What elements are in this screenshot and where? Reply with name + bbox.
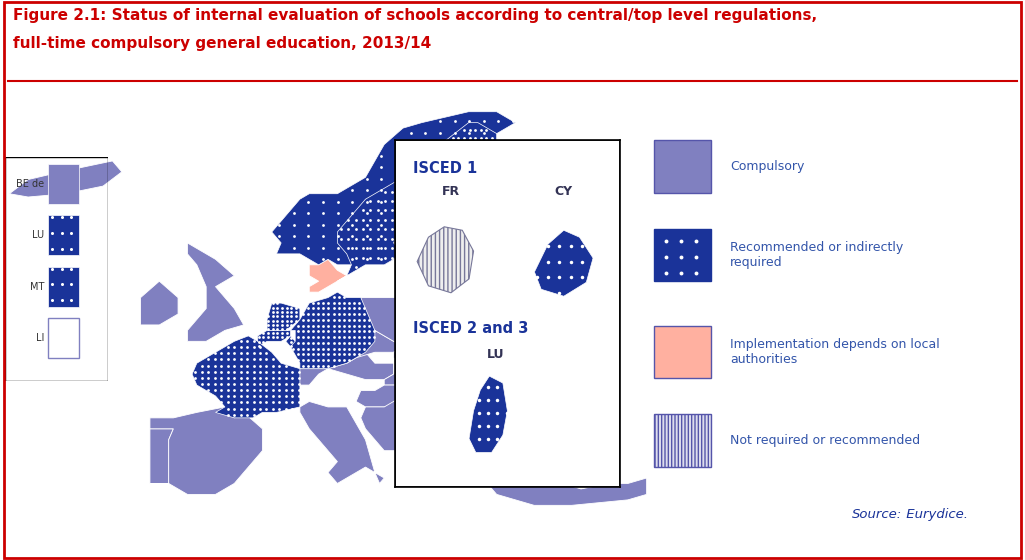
Bar	[48, 267, 79, 307]
Text: Eurydice.: Eurydice.	[902, 508, 968, 521]
Bar	[48, 164, 79, 204]
Polygon shape	[421, 276, 487, 297]
Polygon shape	[441, 319, 590, 407]
Polygon shape	[192, 336, 300, 418]
Text: ISCED 1: ISCED 1	[413, 161, 477, 176]
Text: full-time compulsory general education, 2013/14: full-time compulsory general education, …	[13, 36, 432, 52]
Text: FR: FR	[442, 185, 460, 198]
Polygon shape	[432, 255, 497, 276]
Text: CY: CY	[555, 185, 573, 198]
Bar	[654, 140, 711, 193]
Bar	[48, 215, 79, 255]
Polygon shape	[441, 243, 497, 259]
Polygon shape	[310, 259, 346, 292]
Polygon shape	[268, 303, 300, 330]
Polygon shape	[9, 161, 122, 197]
Polygon shape	[290, 292, 375, 368]
Polygon shape	[356, 385, 403, 407]
Polygon shape	[257, 330, 290, 347]
Polygon shape	[286, 336, 295, 347]
Bar	[48, 318, 79, 358]
Polygon shape	[272, 112, 516, 265]
Polygon shape	[469, 376, 507, 452]
Polygon shape	[140, 281, 178, 325]
Polygon shape	[450, 297, 534, 330]
Polygon shape	[150, 429, 173, 483]
Bar	[654, 229, 711, 281]
Text: LU: LU	[487, 348, 505, 361]
Polygon shape	[290, 368, 328, 385]
Polygon shape	[441, 402, 506, 429]
Polygon shape	[478, 429, 647, 505]
Text: LI: LI	[36, 333, 44, 343]
Text: Compulsory: Compulsory	[730, 160, 805, 173]
Text: BE de: BE de	[16, 179, 44, 189]
Polygon shape	[346, 330, 403, 363]
Polygon shape	[417, 227, 474, 293]
Text: Recommended or indirectly
required: Recommended or indirectly required	[730, 241, 904, 269]
Polygon shape	[394, 347, 441, 363]
Polygon shape	[150, 407, 262, 494]
Text: Not required or recommended: Not required or recommended	[730, 434, 920, 447]
Text: MT: MT	[30, 282, 44, 292]
Polygon shape	[361, 396, 432, 451]
Polygon shape	[478, 429, 572, 483]
Text: ISCED 2 and 3: ISCED 2 and 3	[413, 320, 528, 335]
Bar	[654, 414, 711, 467]
Text: LU: LU	[32, 230, 44, 240]
Polygon shape	[300, 402, 384, 483]
Polygon shape	[441, 358, 516, 412]
Polygon shape	[534, 230, 593, 296]
Text: Implementation depends on local
authorities: Implementation depends on local authorit…	[730, 338, 940, 366]
Polygon shape	[361, 297, 459, 342]
Polygon shape	[337, 156, 459, 281]
Polygon shape	[188, 243, 244, 342]
Polygon shape	[328, 352, 394, 380]
Polygon shape	[412, 440, 497, 483]
Polygon shape	[421, 123, 516, 232]
Text: Source:: Source:	[852, 508, 902, 521]
Polygon shape	[384, 358, 441, 385]
Bar	[654, 326, 711, 378]
Text: Figure 2.1: Status of internal evaluation of schools according to central/top le: Figure 2.1: Status of internal evaluatio…	[13, 8, 818, 24]
